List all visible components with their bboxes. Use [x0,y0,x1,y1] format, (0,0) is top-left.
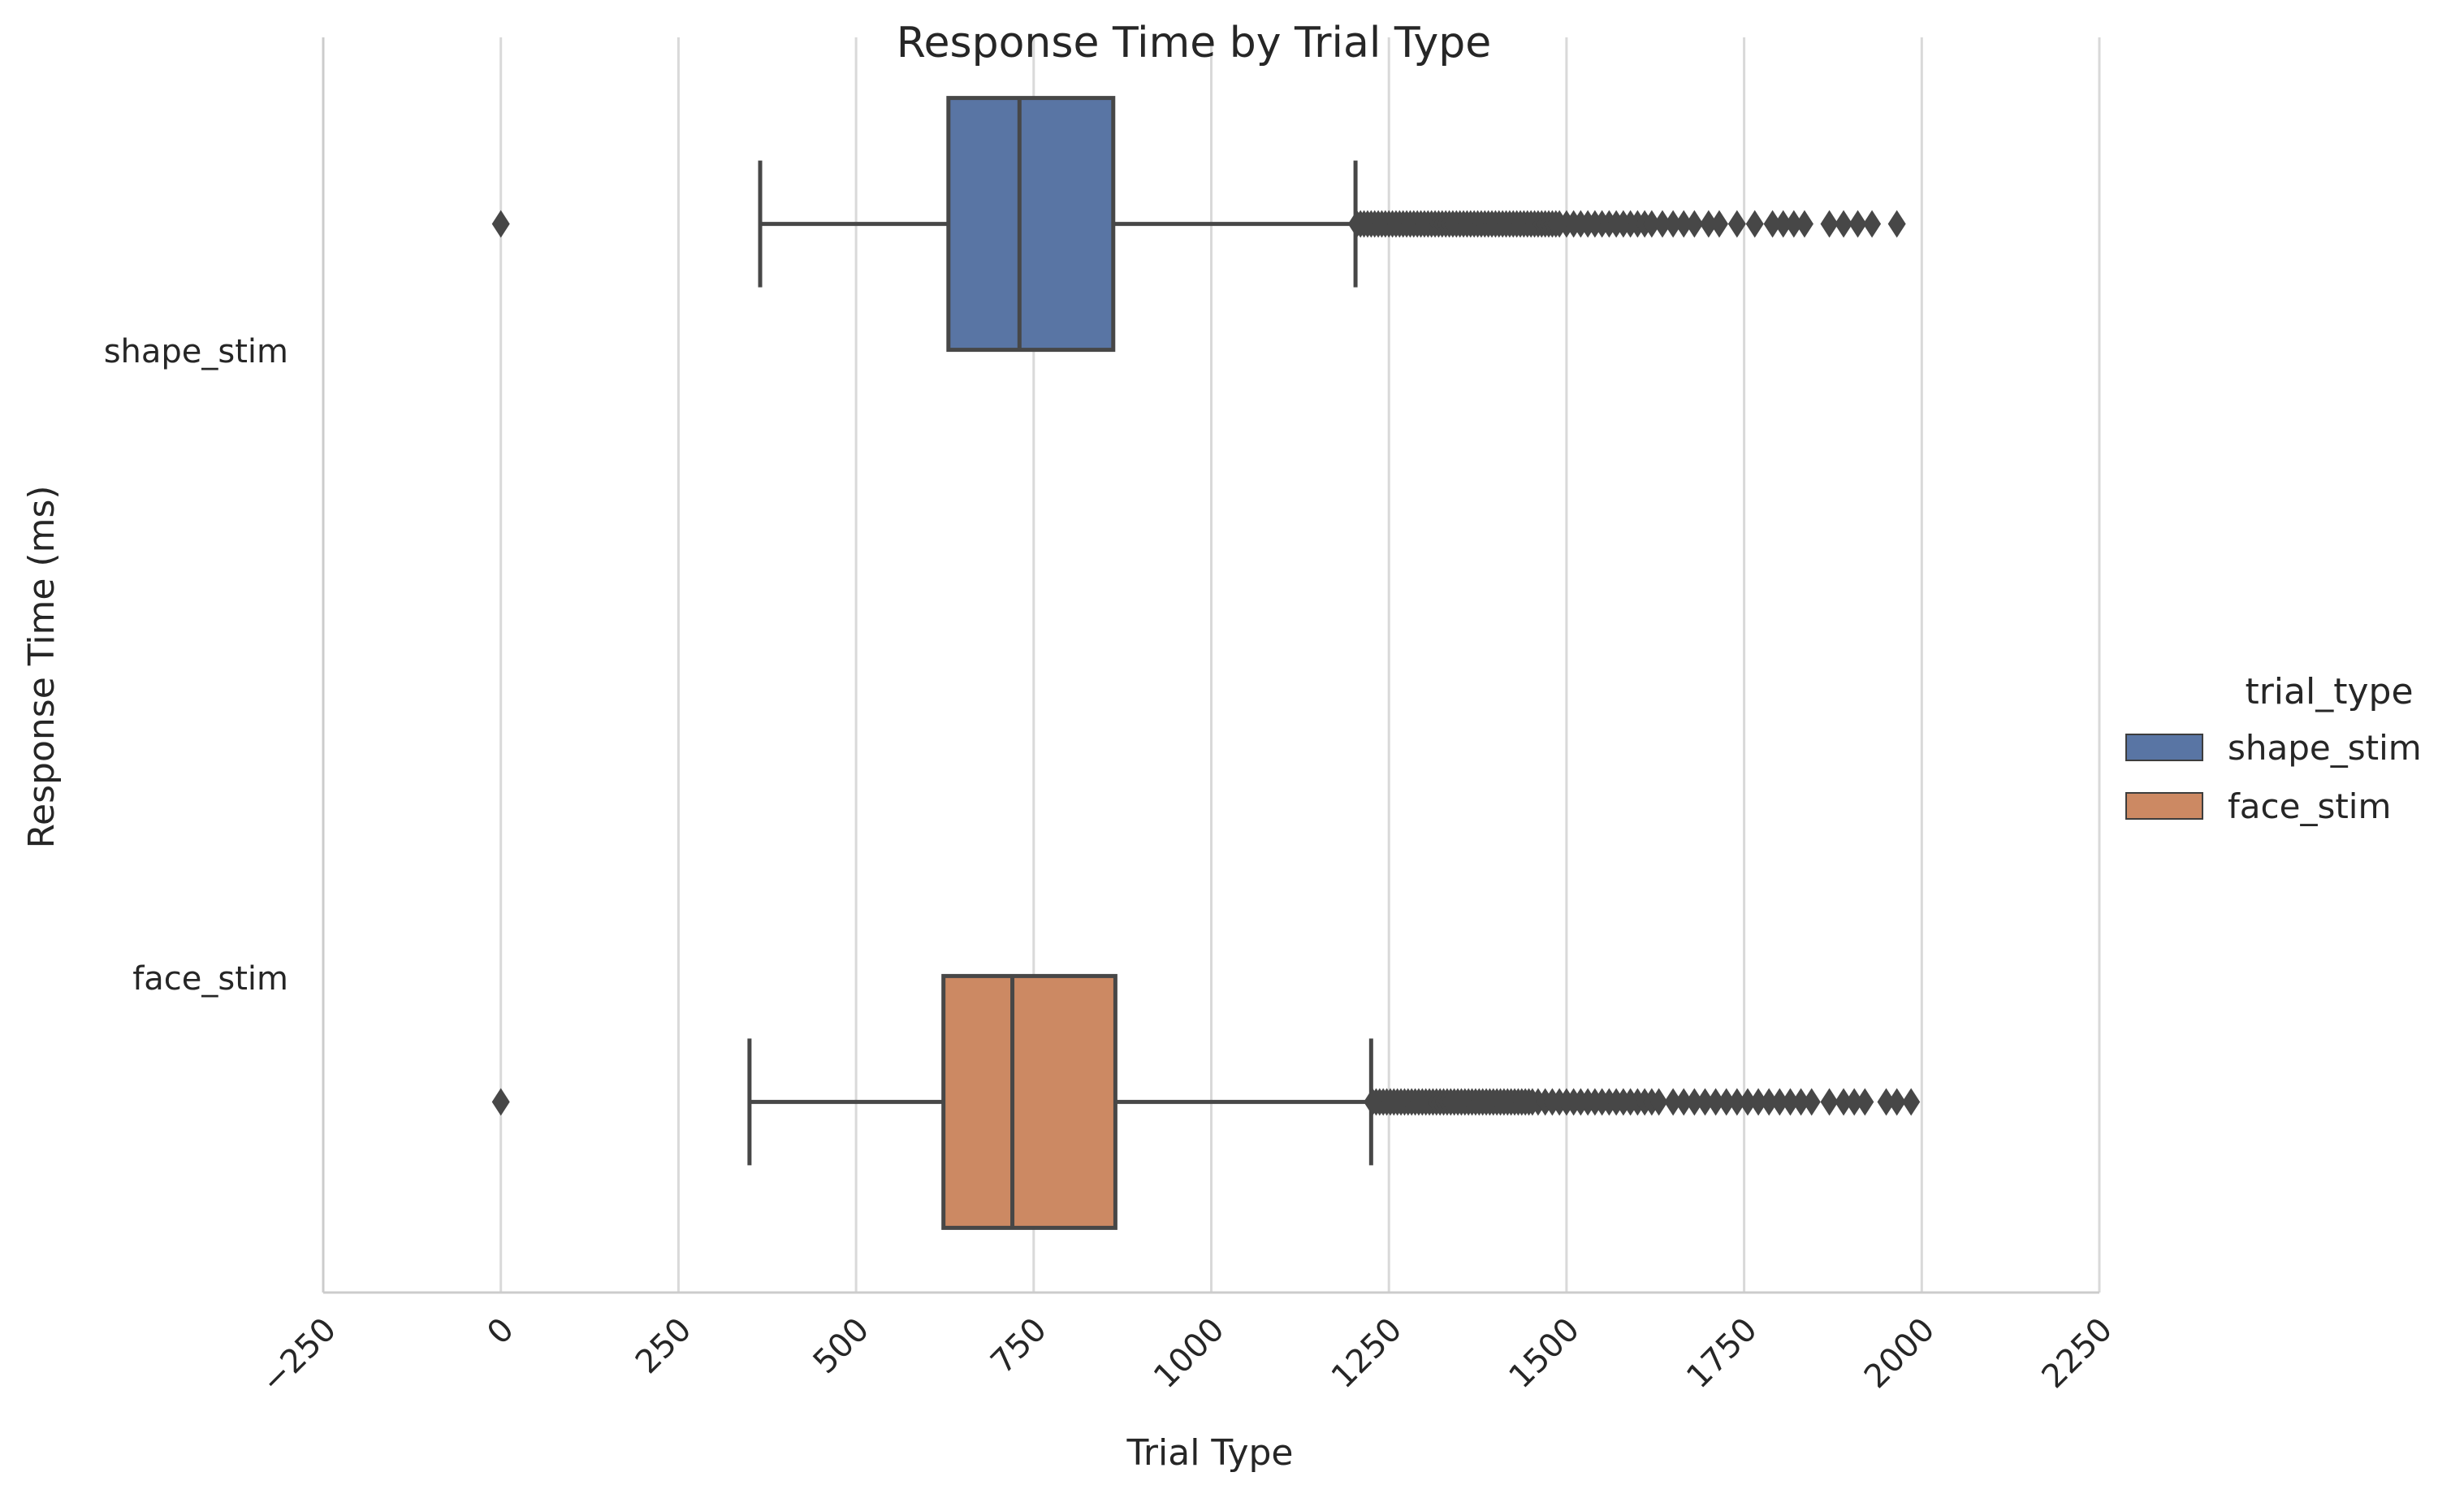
outlier-point [1848,210,1867,238]
outlier-point [1642,210,1661,238]
outlier-point [491,1088,510,1116]
outlier-point [1664,210,1683,238]
boxes [747,96,1373,1230]
x-tick-label: 1750 [1679,1311,1765,1397]
outlier-point [1774,210,1792,238]
outlier-point [1685,1088,1704,1116]
outlier-point [1710,210,1728,238]
x-tick-label: 0 [480,1311,521,1353]
x-tick-label: 2250 [2035,1311,2120,1397]
outlier-point [1727,210,1746,238]
outlier-point [1699,210,1718,238]
outlier-point [1887,1088,1906,1116]
outlier-point [1675,1088,1693,1116]
outlier-point [1845,1088,1864,1116]
y-axis-label: Response Time (ms) [21,485,63,848]
outlier-point [1792,1088,1810,1116]
outlier-point [1770,1088,1789,1116]
category-label-shape-stim: shape_stim [104,333,288,370]
outlier-point [1738,1088,1757,1116]
outlier-points [491,210,1921,1116]
legend-title: trial_type [2245,671,2413,712]
x-tick-label: 1250 [1325,1311,1410,1397]
x-tick-labels: −250 0 250 500 750 1000 1250 1500 1750 2000 2250 [254,1311,2120,1401]
outlier-point [1745,210,1764,238]
outlier-point [1675,210,1693,238]
x-tick-label: 750 [983,1311,1054,1382]
outlier-point [1887,210,1906,238]
outlier-point [1902,1088,1921,1116]
outlier-point [1649,1088,1668,1116]
x-tick-label: 250 [629,1311,699,1382]
box-shape_stim [758,96,1358,353]
outlier-point [1685,210,1704,238]
x-tick-label: 1000 [1147,1311,1232,1397]
iqr-box [941,973,1117,1230]
legend-swatch-face-stim [2125,792,2203,820]
grid-lines [322,37,2101,1293]
chart-title: Response Time by Trial Type [897,19,1492,67]
outlier-point [1664,1088,1683,1116]
legend-swatch-shape-stim [2125,734,2203,761]
outlier-point [1781,1088,1800,1116]
outlier-point [1653,210,1671,238]
fliers-face_stim [491,1088,1921,1116]
outlier-point [1784,210,1803,238]
category-label-face-stim: face_stim [132,960,288,998]
outlier-point [1763,210,1782,238]
legend: trial_type shape_stim face_stim [2125,671,2422,826]
outlier-point [1760,1088,1779,1116]
outlier-point [1835,210,1853,238]
x-tick-label: 1500 [1502,1311,1587,1397]
x-tick-label: 500 [806,1311,877,1382]
outlier-point [1717,1088,1736,1116]
box-face_stim [747,973,1373,1230]
outlier-point [1727,1088,1746,1116]
x-tick-label: 2000 [1857,1311,1943,1397]
outlier-point [1749,1088,1768,1116]
outlier-point [1835,1088,1853,1116]
outlier-point [1696,1088,1714,1116]
axes-spines [322,37,2099,1294]
outlier-point [1706,1088,1725,1116]
fliers-shape_stim [491,210,1906,238]
outlier-point [1863,210,1882,238]
x-tick-label: −250 [254,1311,344,1401]
outlier-point [1856,1088,1874,1116]
x-axis-label: Trial Type [1126,1432,1294,1474]
outlier-point [491,210,510,238]
outlier-point [1802,1088,1821,1116]
iqr-box [946,96,1116,353]
legend-label-face-stim: face_stim [2228,786,2391,826]
outlier-point [1820,1088,1839,1116]
outlier-point [1877,1088,1896,1116]
legend-label-shape-stim: shape_stim [2228,728,2422,768]
outlier-point [1820,210,1839,238]
outlier-point [1795,210,1813,238]
